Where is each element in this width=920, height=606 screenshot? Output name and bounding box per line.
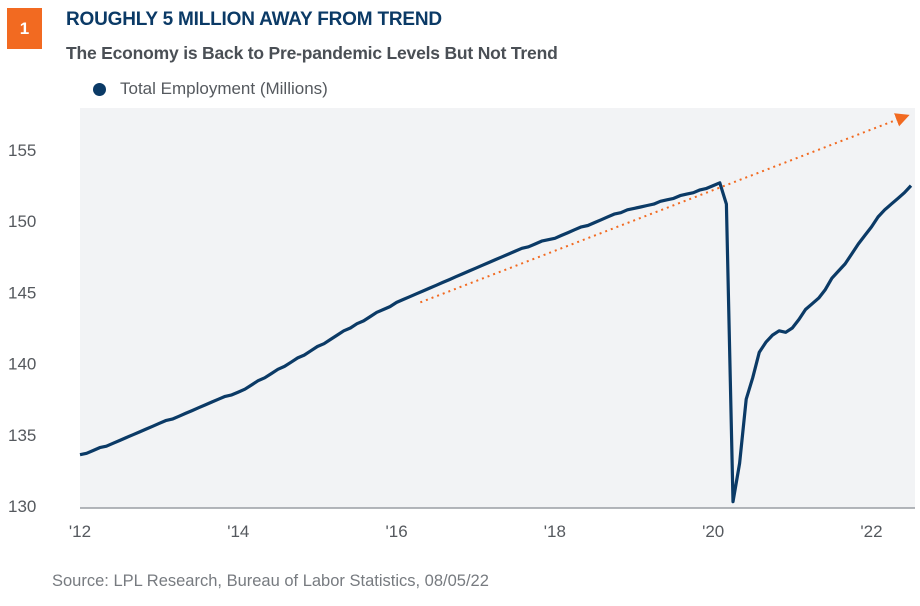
- legend-marker-icon: [93, 82, 106, 96]
- chart-subtitle: The Economy is Back to Pre-pandemic Leve…: [66, 43, 558, 63]
- y-tick-label: 150: [8, 212, 36, 231]
- x-tick-label: '12: [69, 522, 91, 541]
- y-tick-label: 140: [8, 355, 36, 374]
- employment-series-line: [79, 181, 913, 504]
- chart-title: ROUGHLY 5 MILLION AWAY FROM TREND: [66, 9, 442, 30]
- x-tick-label: '22: [860, 522, 882, 541]
- x-tick-label: '14: [227, 522, 249, 541]
- y-tick-label: 130: [8, 497, 36, 516]
- y-tick-label: 145: [8, 283, 36, 302]
- x-tick-label: '20: [702, 522, 724, 541]
- x-tick-label: '18: [544, 522, 566, 541]
- plot-area: [80, 108, 915, 508]
- source-note: Source: LPL Research, Bureau of Labor St…: [52, 572, 489, 590]
- legend: Total Employment (Millions): [93, 79, 328, 99]
- y-tick-label: 135: [8, 426, 36, 445]
- chart-number-badge: 1: [7, 8, 42, 49]
- y-tick-label: 155: [8, 141, 36, 160]
- legend-label: Total Employment (Millions): [120, 79, 328, 98]
- x-tick-label: '16: [386, 522, 408, 541]
